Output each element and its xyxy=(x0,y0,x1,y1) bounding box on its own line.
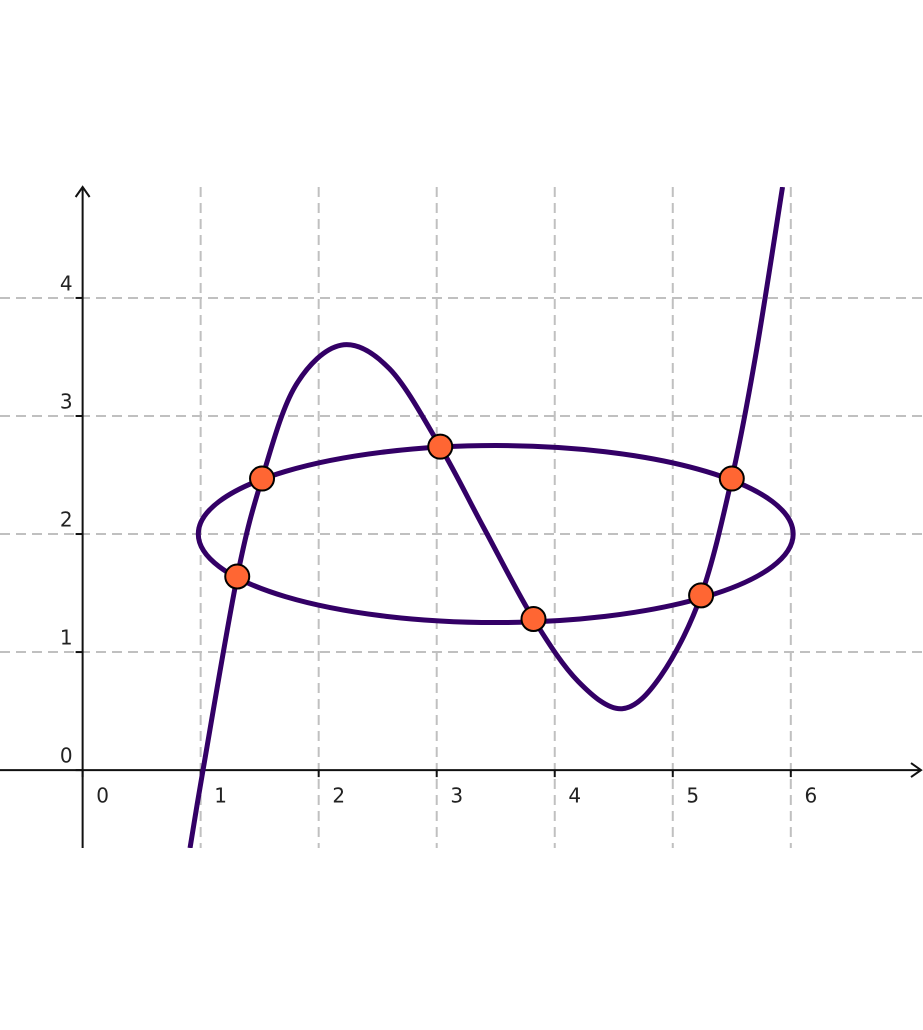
x-tick-label: 3 xyxy=(450,784,463,808)
y-axis-arrow xyxy=(74,185,91,198)
intersection-point xyxy=(249,465,276,492)
y-tick-label: 2 xyxy=(60,508,73,532)
x-tick-label: 0 xyxy=(96,784,109,808)
x-tick-label: 1 xyxy=(214,784,227,808)
intersection-point xyxy=(688,582,715,609)
intersection-point xyxy=(427,433,454,460)
intersection-point xyxy=(224,563,251,590)
y-tick-label: 4 xyxy=(60,271,73,295)
x-tick-label: 5 xyxy=(686,784,699,808)
grid xyxy=(0,187,923,848)
intersection-point xyxy=(520,606,547,633)
y-tick-label: 3 xyxy=(60,389,73,413)
y-tick-label: 1 xyxy=(60,626,73,650)
x-tick-label: 2 xyxy=(332,784,345,808)
plot-area xyxy=(187,187,796,848)
x-tick-label: 6 xyxy=(804,784,817,808)
x-tick-label: 4 xyxy=(568,784,581,808)
intersection-point xyxy=(718,465,745,492)
axes: 0 1 2 3 4 5 6 0 1 2 3 4 xyxy=(0,185,923,848)
ellipse xyxy=(195,442,796,626)
cubic-curve xyxy=(187,187,786,848)
y-tick-label: 0 xyxy=(60,744,73,768)
x-axis-arrow xyxy=(910,762,923,778)
